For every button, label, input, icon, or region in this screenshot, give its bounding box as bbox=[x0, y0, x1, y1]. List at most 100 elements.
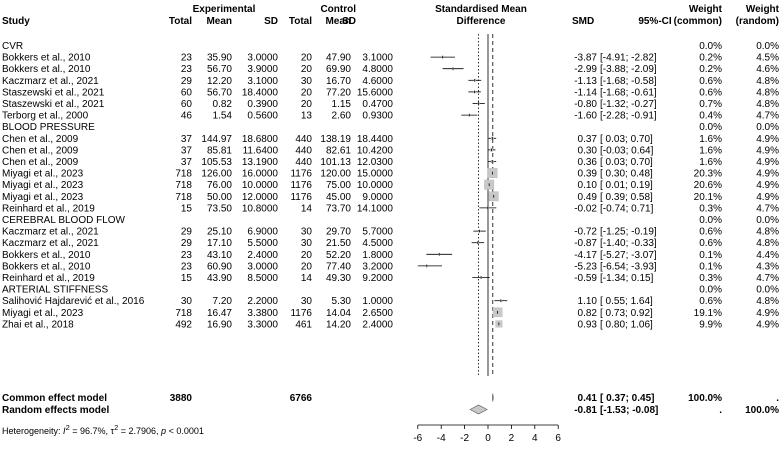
row-23-e-total: 30 bbox=[181, 296, 193, 307]
row-20-e-total: 23 bbox=[181, 261, 193, 272]
row-18-e-sd: 5.5000 bbox=[247, 238, 278, 249]
row-7-c-mean: 2.60 bbox=[332, 111, 352, 122]
row-12-c-mean: 120.00 bbox=[320, 169, 351, 180]
header-c-total: Total bbox=[289, 16, 312, 27]
row-9-e-sd: 18.6800 bbox=[242, 134, 279, 145]
row-2-e-total: 23 bbox=[181, 53, 193, 64]
common-effect-label: Common effect model bbox=[2, 393, 107, 404]
row-19-e-total: 23 bbox=[181, 250, 193, 261]
row-4-smd: -1.13 bbox=[574, 76, 597, 87]
row-21-c-total: 14 bbox=[301, 273, 313, 284]
row-5-e-total: 60 bbox=[181, 87, 193, 98]
row-12-c-total: 1176 bbox=[290, 169, 312, 180]
row-10-ci: [-0.03; 0.64] bbox=[600, 145, 654, 156]
row-2-c-mean: 47.90 bbox=[326, 53, 351, 64]
row-9-e-mean: 144.97 bbox=[201, 134, 232, 145]
row-17-weight-common: 0.6% bbox=[699, 227, 722, 238]
row-7-e-total: 46 bbox=[181, 111, 193, 122]
row-5-c-mean: 77.20 bbox=[326, 87, 351, 98]
x-tick-label-6: 6 bbox=[555, 433, 561, 444]
row-12-ci: [ 0.30; 0.48] bbox=[600, 169, 653, 180]
row-5-c-total: 20 bbox=[301, 87, 313, 98]
row-3-study-label: Bokkers et al., 2010 bbox=[2, 64, 91, 75]
header-ci: 95%-CI bbox=[638, 16, 672, 27]
row-25-c-sd: 2.4000 bbox=[362, 319, 393, 330]
x-tick-label--2: -2 bbox=[460, 433, 469, 444]
row-15-weight-common: 0.3% bbox=[699, 203, 722, 214]
row-21-study-label: Reinhard et al., 2019 bbox=[2, 273, 95, 284]
row-21-e-sd: 8.5000 bbox=[247, 273, 278, 284]
row-25-c-mean: 14.20 bbox=[326, 319, 351, 330]
random-effects-weight-random: 100.0% bbox=[745, 405, 779, 416]
header-weight-random-1: Weight bbox=[746, 4, 780, 15]
x-tick-label-2: 2 bbox=[509, 433, 515, 444]
row-13-smd: 0.10 bbox=[578, 180, 598, 191]
row-4-weight-random: 4.8% bbox=[756, 76, 779, 87]
row-13-weight-common: 20.6% bbox=[694, 180, 722, 191]
row-15-e-mean: 73.50 bbox=[207, 203, 232, 214]
row-2-ci: [-4.91; -2.82] bbox=[600, 53, 657, 64]
row-3-e-mean: 56.70 bbox=[207, 64, 232, 75]
row-13-weight-random: 4.9% bbox=[756, 180, 779, 191]
row-17-c-sd: 5.7000 bbox=[362, 227, 393, 238]
row-3-e-total: 23 bbox=[181, 64, 193, 75]
row-6-e-total: 60 bbox=[181, 99, 193, 110]
row-23-weight-common: 0.6% bbox=[699, 296, 722, 307]
row-23-e-sd: 2.2000 bbox=[247, 296, 278, 307]
row-7-ci: [-2.28; -0.91] bbox=[600, 111, 657, 122]
row-4-c-mean: 16.70 bbox=[326, 76, 351, 87]
row-9-ci: [ 0.03; 0.70] bbox=[600, 134, 653, 145]
row-4-ci: [-1.68; -0.58] bbox=[600, 76, 657, 87]
row-15-c-mean: 73.70 bbox=[326, 203, 351, 214]
row-7-study-label: Terborg et al., 2000 bbox=[2, 111, 89, 122]
row-11-e-sd: 13.1900 bbox=[242, 157, 279, 168]
row-9-c-total: 440 bbox=[295, 134, 312, 145]
row-22-group-label: ARTERIAL STIFFNESS bbox=[2, 285, 108, 296]
row-17-c-total: 30 bbox=[301, 227, 313, 238]
row-15-e-total: 15 bbox=[181, 203, 193, 214]
row-5-e-sd: 18.4000 bbox=[242, 87, 279, 98]
row-6-e-sd: 0.3900 bbox=[247, 99, 278, 110]
row-18-study-label: Kaczmarz et al., 2021 bbox=[2, 238, 99, 249]
row-8-group-label: BLOOD PRESSURE bbox=[2, 122, 95, 133]
common-effect-ci: [ 0.37; 0.45] bbox=[600, 393, 654, 404]
row-10-c-sd: 10.4200 bbox=[357, 145, 394, 156]
row-9-weight-common: 1.6% bbox=[699, 134, 722, 145]
row-19-study-label: Bokkers et al., 2010 bbox=[2, 250, 91, 261]
row-11-c-mean: 101.13 bbox=[320, 157, 351, 168]
row-9-c-sd: 18.4400 bbox=[357, 134, 394, 145]
row-16-weight-common: 0.0% bbox=[699, 215, 722, 226]
row-12-smd: 0.39 bbox=[578, 169, 598, 180]
row-6-weight-random: 4.8% bbox=[756, 99, 779, 110]
random-effects-label: Random effects model bbox=[2, 405, 109, 416]
row-2-e-mean: 35.90 bbox=[207, 53, 232, 64]
row-9-study-label: Chen et al., 2009 bbox=[2, 134, 79, 145]
tau-superscript: 2 bbox=[114, 423, 119, 432]
row-3-ci: [-3.88; -2.09] bbox=[600, 64, 657, 75]
row-10-weight-random: 4.9% bbox=[756, 145, 779, 156]
row-15-weight-random: 4.7% bbox=[756, 203, 779, 214]
row-7-e-sd: 0.5600 bbox=[247, 111, 278, 122]
row-25-weight-common: 9.9% bbox=[699, 319, 722, 330]
row-15-ci: [-0.74; 0.71] bbox=[600, 203, 654, 214]
row-20-e-sd: 3.0000 bbox=[247, 261, 278, 272]
row-5-weight-common: 0.6% bbox=[699, 87, 722, 98]
row-5-study-label: Staszewski et al., 2021 bbox=[2, 87, 105, 98]
row-14-smd: 0.49 bbox=[578, 192, 598, 203]
row-4-weight-common: 0.6% bbox=[699, 76, 722, 87]
row-9-smd: 0.37 bbox=[578, 134, 598, 145]
row-19-c-mean: 52.20 bbox=[326, 250, 351, 261]
row-11-e-mean: 105.53 bbox=[201, 157, 232, 168]
row-1-weight-common: 0.0% bbox=[699, 41, 722, 52]
row-23-c-sd: 1.0000 bbox=[362, 296, 393, 307]
row-25-e-total: 492 bbox=[175, 319, 192, 330]
row-25-e-mean: 16.90 bbox=[207, 319, 232, 330]
row-23-smd: 1.10 bbox=[578, 296, 598, 307]
row-25-smd: 0.93 bbox=[578, 319, 598, 330]
row-21-e-mean: 43.90 bbox=[207, 273, 232, 284]
row-13-study-label: Miyagi et al., 2023 bbox=[2, 180, 84, 191]
row-18-smd: -0.87 bbox=[574, 238, 597, 249]
row-7-smd: -1.60 bbox=[574, 111, 597, 122]
row-9-weight-random: 4.9% bbox=[756, 134, 779, 145]
